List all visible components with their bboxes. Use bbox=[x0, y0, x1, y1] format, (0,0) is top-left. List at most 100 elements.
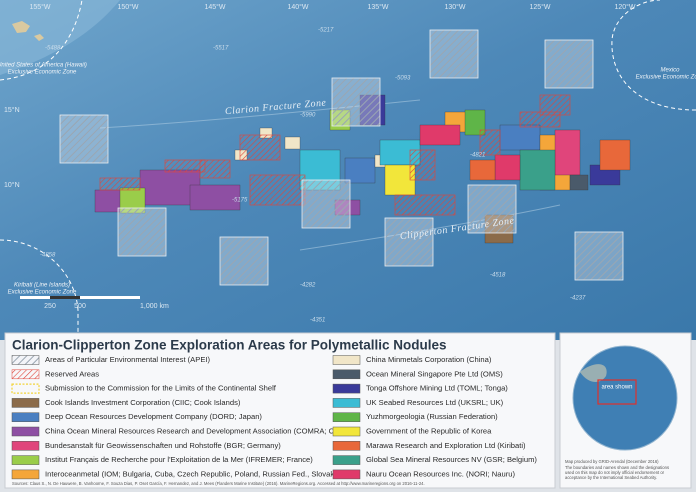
legend-swatch bbox=[11, 355, 40, 365]
apei bbox=[429, 29, 479, 79]
eez-label: Exclusive Economic Zone bbox=[8, 70, 77, 76]
depth-label: -4858 bbox=[40, 253, 56, 259]
reserved-area bbox=[249, 174, 306, 206]
apei bbox=[59, 114, 109, 164]
apei bbox=[574, 231, 624, 281]
scale-label: 500 bbox=[74, 303, 86, 310]
contract-area bbox=[284, 136, 301, 150]
source: Sources: Claus S., N. De Hauwere, B. Van… bbox=[12, 481, 425, 486]
legend-swatch bbox=[11, 469, 40, 480]
depth-label: -4237 bbox=[570, 296, 586, 302]
legend-swatch bbox=[11, 455, 40, 465]
reserved-area bbox=[99, 177, 141, 191]
legend-swatch bbox=[332, 369, 361, 380]
contract-area bbox=[569, 174, 589, 191]
legend-panel bbox=[4, 332, 556, 489]
longitude-label: 150°W bbox=[117, 3, 138, 11]
legend-swatch bbox=[332, 426, 361, 437]
scale-label: 250 bbox=[44, 303, 56, 310]
reserved-area bbox=[539, 94, 571, 116]
legend-swatch bbox=[11, 369, 40, 380]
longitude-label: 130°W bbox=[444, 3, 465, 11]
inset-label: area shown bbox=[601, 385, 632, 391]
legend-label: Nauru Ocean Resources Inc. (NORI; Nauru) bbox=[366, 469, 515, 478]
depth-label: -5093 bbox=[395, 76, 411, 82]
contract-area bbox=[344, 157, 376, 184]
legend-swatch bbox=[11, 398, 40, 408]
legend-swatch bbox=[332, 355, 361, 365]
scale-bar bbox=[20, 296, 50, 299]
longitude-label: 120°W bbox=[614, 3, 635, 11]
reserved-area bbox=[239, 134, 281, 161]
reserved-area bbox=[479, 129, 501, 156]
depth-label: -4518 bbox=[490, 273, 506, 279]
reserved-area bbox=[199, 159, 231, 179]
inset-credit: Map produced by GRID-Arendal (December 2… bbox=[565, 459, 659, 464]
legend-swatch bbox=[332, 455, 361, 465]
land bbox=[580, 364, 607, 382]
legend-label: Cook Islands Investment Corporation (CII… bbox=[45, 398, 241, 407]
disclaimer: acceptance by the International Seabed A… bbox=[565, 475, 657, 480]
legend-label: Yuzhmorgeologia (Russian Federation) bbox=[366, 412, 498, 421]
scale-label: 1,000 km bbox=[140, 303, 169, 310]
contract-area bbox=[499, 124, 541, 151]
reserved-area bbox=[164, 159, 206, 173]
eez-boundary bbox=[0, 0, 83, 81]
legend-title: Clarion-Clipperton Zone Exploration Area… bbox=[12, 338, 447, 353]
contract-area bbox=[419, 124, 461, 146]
contract-area bbox=[599, 139, 631, 171]
area-shown-box bbox=[597, 379, 637, 405]
depth-label: -5488 bbox=[45, 46, 61, 52]
depth-label: -4351 bbox=[310, 318, 325, 324]
longitude-label: 125°W bbox=[529, 3, 550, 11]
apei bbox=[467, 184, 517, 234]
scale-bar bbox=[50, 296, 80, 299]
legend-label: Deep Ocean Resources Development Company… bbox=[45, 412, 262, 421]
latitude-label: 10°N bbox=[4, 181, 20, 189]
eez-boundary bbox=[611, 0, 696, 111]
depth-label: -5517 bbox=[213, 46, 229, 52]
depth-label: -4821 bbox=[470, 153, 485, 159]
legend-swatch bbox=[332, 469, 361, 480]
hawaii bbox=[12, 21, 44, 41]
globe bbox=[572, 345, 678, 451]
contract-area bbox=[554, 129, 581, 176]
depth-label: -5217 bbox=[318, 28, 334, 34]
longitude-label: 145°W bbox=[204, 3, 225, 11]
legend-label: Tonga Offshore Mining Ltd (TOML; Tonga) bbox=[366, 384, 508, 393]
eez-label: United States of America (Hawaii) bbox=[0, 63, 87, 69]
legend-label: China Minmetals Corporation (China) bbox=[366, 355, 492, 364]
eez-boundary bbox=[0, 239, 79, 340]
apei bbox=[331, 77, 381, 127]
disclaimer: The boundaries and names shown and the d… bbox=[565, 465, 669, 470]
reserved-area bbox=[409, 149, 436, 181]
contract-area bbox=[494, 154, 521, 181]
apei bbox=[117, 207, 167, 257]
scale-bar bbox=[80, 296, 140, 299]
contract-area bbox=[519, 149, 556, 191]
contract-area bbox=[469, 159, 496, 181]
legend-label: UK Seabed Resources Ltd (UKSRL; UK) bbox=[366, 398, 504, 407]
legend-label: Areas of Particular Environmental Intere… bbox=[45, 355, 210, 364]
disclaimer: used on this map do not imply official e… bbox=[565, 470, 665, 475]
eez-label: Kiribati (Line Islands) bbox=[14, 283, 70, 289]
legend-swatch bbox=[332, 412, 361, 422]
apei bbox=[384, 217, 434, 267]
contract-area bbox=[464, 109, 486, 136]
legend-label: Marawa Research and Exploration Ltd (Kir… bbox=[366, 441, 526, 450]
longitude-label: 135°W bbox=[367, 3, 388, 11]
depth-label: -4282 bbox=[300, 283, 316, 289]
legend-swatch bbox=[11, 412, 40, 422]
legend-label: Submission to the Commission for the Lim… bbox=[45, 384, 277, 393]
depth-label: -5990 bbox=[300, 113, 316, 119]
legend-swatch bbox=[11, 383, 40, 394]
legend-label: Institut Français de Recherche pour l'Ex… bbox=[45, 455, 313, 464]
legend-label: China Ocean Mineral Resources Research a… bbox=[45, 427, 351, 436]
apei bbox=[219, 236, 269, 286]
legend-swatch bbox=[332, 383, 361, 394]
legend-swatch bbox=[332, 441, 361, 451]
eez-label: Exclusive Economic Zone bbox=[636, 75, 696, 81]
legend-swatch bbox=[11, 441, 40, 451]
legend-label: Reserved Areas bbox=[45, 369, 99, 378]
